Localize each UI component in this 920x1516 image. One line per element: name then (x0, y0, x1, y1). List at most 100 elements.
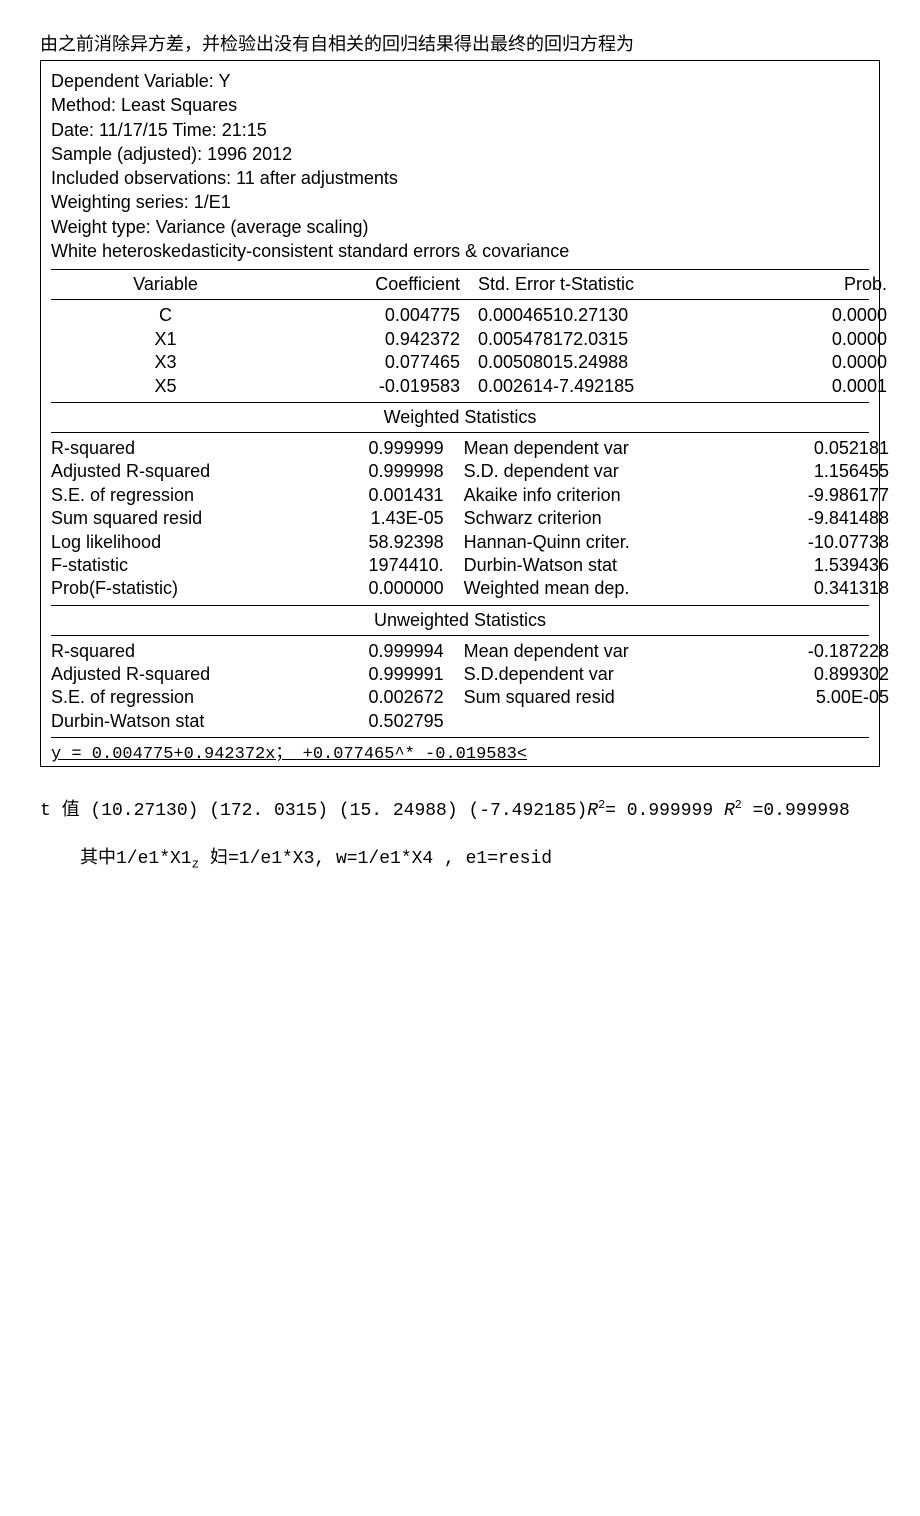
stat-row: Adjusted R-squared 0.999998 S.D. depende… (51, 460, 869, 483)
stat-value: 0.000000 (296, 577, 463, 600)
stat-label: Mean dependent var (464, 437, 758, 460)
weighted-stats-header: Weighted Statistics (51, 402, 869, 433)
stat-label: Akaike info criterion (464, 484, 758, 507)
stat-label: Sum squared resid (51, 507, 296, 530)
stat-value: 0.341318 (758, 577, 899, 600)
definitions-line: 其中1/e1*X1z 妇=1/e1*X3, w=1/e1*X4 , e1=res… (40, 843, 880, 872)
definition-tail: 妇=1/e1*X3, w=1/e1*X4 , e1=resid (199, 849, 552, 869)
stat-label: S.E. of regression (51, 686, 296, 709)
stat-value: 0.001431 (296, 484, 463, 507)
equation-line: y = 0.004775+0.942372x； +0.077465^* -0.0… (51, 738, 869, 766)
meta-line: Dependent Variable: Y (51, 69, 869, 93)
stat-row: F-statistic 1974410. Durbin-Watson stat … (51, 554, 869, 577)
coef-rows: C 0.004775 0.00046510.27130 0.0000 X1 0.… (51, 300, 869, 402)
stat-value: 0.999998 (296, 460, 463, 483)
stat-label: Adjusted R-squared (51, 663, 296, 686)
stat-label: S.D.dependent var (464, 663, 758, 686)
weighted-stats: R-squared 0.999999 Mean dependent var 0.… (51, 433, 869, 605)
meta-line: Weight type: Variance (average scaling) (51, 215, 869, 239)
stat-row: S.E. of regression 0.002672 Sum squared … (51, 686, 869, 709)
stat-label: Durbin-Watson stat (51, 710, 296, 733)
stat-value: -0.187228 (758, 640, 899, 663)
cell-coef: 0.077465 (280, 351, 478, 374)
stat-row: Sum squared resid 1.43E-05 Schwarz crite… (51, 507, 869, 530)
stat-value: 0.002672 (296, 686, 463, 709)
stat-label: R-squared (51, 437, 296, 460)
cell-variable: X5 (51, 375, 280, 398)
table-row: X3 0.077465 0.00508015.24988 0.0000 (51, 351, 869, 374)
stat-label: F-statistic (51, 554, 296, 577)
stat-value: 1974410. (296, 554, 463, 577)
meta-line: White heteroskedasticity-consistent stan… (51, 239, 869, 263)
cell-variable: X1 (51, 328, 280, 351)
meta-block: Dependent Variable: Y Method: Least Squa… (51, 69, 869, 269)
stat-label: Weighted mean dep. (464, 577, 758, 600)
stat-value: 1.539436 (758, 554, 899, 577)
stat-value: 58.92398 (296, 531, 463, 554)
stat-label: S.E. of regression (51, 484, 296, 507)
stat-label: R-squared (51, 640, 296, 663)
cell-variable: X3 (51, 351, 280, 374)
stat-value: 5.00E-05 (758, 686, 899, 709)
unweighted-stats: R-squared 0.999994 Mean dependent var -0… (51, 636, 869, 738)
table-header-row: Variable Coefficient Std. Error t-Statis… (51, 269, 869, 300)
superscript-2: 2 (735, 798, 742, 812)
stat-label: S.D. dependent var (464, 460, 758, 483)
stat-value: 1.156455 (758, 460, 899, 483)
col-variable-header: Variable (51, 274, 280, 295)
stat-label: Log likelihood (51, 531, 296, 554)
stat-row: R-squared 0.999999 Mean dependent var 0.… (51, 437, 869, 460)
preamble-text: 由之前消除异方差，并检验出没有自相关的回归结果得出最终的回归方程为 (40, 30, 880, 56)
stat-label (464, 710, 758, 733)
col-coefficient-header: Coefficient (280, 274, 478, 295)
cell-variable: C (51, 304, 280, 327)
stat-row: Log likelihood 58.92398 Hannan-Quinn cri… (51, 531, 869, 554)
stat-value: 0.502795 (296, 710, 463, 733)
cell-prob: 0.0000 (772, 351, 897, 374)
col-stderr-header: Std. Error t-Statistic (478, 274, 772, 295)
cell-coef: 0.942372 (280, 328, 478, 351)
stat-value: -9.841488 (758, 507, 899, 530)
stat-label: Sum squared resid (464, 686, 758, 709)
definition-text: 其中1/e1*X1 (80, 849, 192, 869)
regression-output-box: Dependent Variable: Y Method: Least Squa… (40, 60, 880, 767)
meta-line: Date: 11/17/15 Time: 21:15 (51, 118, 869, 142)
meta-line: Weighting series: 1/E1 (51, 190, 869, 214)
adj-r-squared-value: =0.999998 (742, 801, 850, 821)
cell-stderr: 0.00046510.27130 (478, 304, 772, 327)
stat-row: S.E. of regression 0.001431 Akaike info … (51, 484, 869, 507)
stat-value: -10.07738 (758, 531, 899, 554)
cell-prob: 0.0000 (772, 328, 897, 351)
cell-coef: 0.004775 (280, 304, 478, 327)
stat-label: Hannan-Quinn criter. (464, 531, 758, 554)
table-row: X1 0.942372 0.005478172.0315 0.0000 (51, 328, 869, 351)
stat-label: Adjusted R-squared (51, 460, 296, 483)
stat-row: Prob(F-statistic) 0.000000 Weighted mean… (51, 577, 869, 600)
r-symbol: R (587, 801, 598, 821)
table-row: X5 -0.019583 0.002614-7.492185 0.0001 (51, 375, 869, 398)
stat-row: R-squared 0.999994 Mean dependent var -0… (51, 640, 869, 663)
stat-value: -9.986177 (758, 484, 899, 507)
meta-line: Method: Least Squares (51, 93, 869, 117)
stat-value: 1.43E-05 (296, 507, 463, 530)
cell-stderr: 0.00508015.24988 (478, 351, 772, 374)
unweighted-stats-header: Unweighted Statistics (51, 605, 869, 636)
r-squared-value: = 0.999999 (605, 801, 724, 821)
cell-prob: 0.0001 (772, 375, 897, 398)
stat-label: Prob(F-statistic) (51, 577, 296, 600)
stat-value (758, 710, 899, 733)
stat-row: Durbin-Watson stat 0.502795 (51, 710, 869, 733)
stat-value: 0.899302 (758, 663, 899, 686)
stat-value: 0.052181 (758, 437, 899, 460)
cell-stderr: 0.002614-7.492185 (478, 375, 772, 398)
cell-coef: -0.019583 (280, 375, 478, 398)
meta-line: Included observations: 11 after adjustme… (51, 166, 869, 190)
r-symbol: R (724, 801, 735, 821)
t-values-line: t 值 (10.27130) (172. 0315) (15. 24988) (… (40, 795, 880, 821)
col-prob-header: Prob. (772, 274, 897, 295)
meta-line: Sample (adjusted): 1996 2012 (51, 142, 869, 166)
stat-label: Durbin-Watson stat (464, 554, 758, 577)
stat-value: 0.999991 (296, 663, 463, 686)
table-row: C 0.004775 0.00046510.27130 0.0000 (51, 304, 869, 327)
stat-value: 0.999994 (296, 640, 463, 663)
